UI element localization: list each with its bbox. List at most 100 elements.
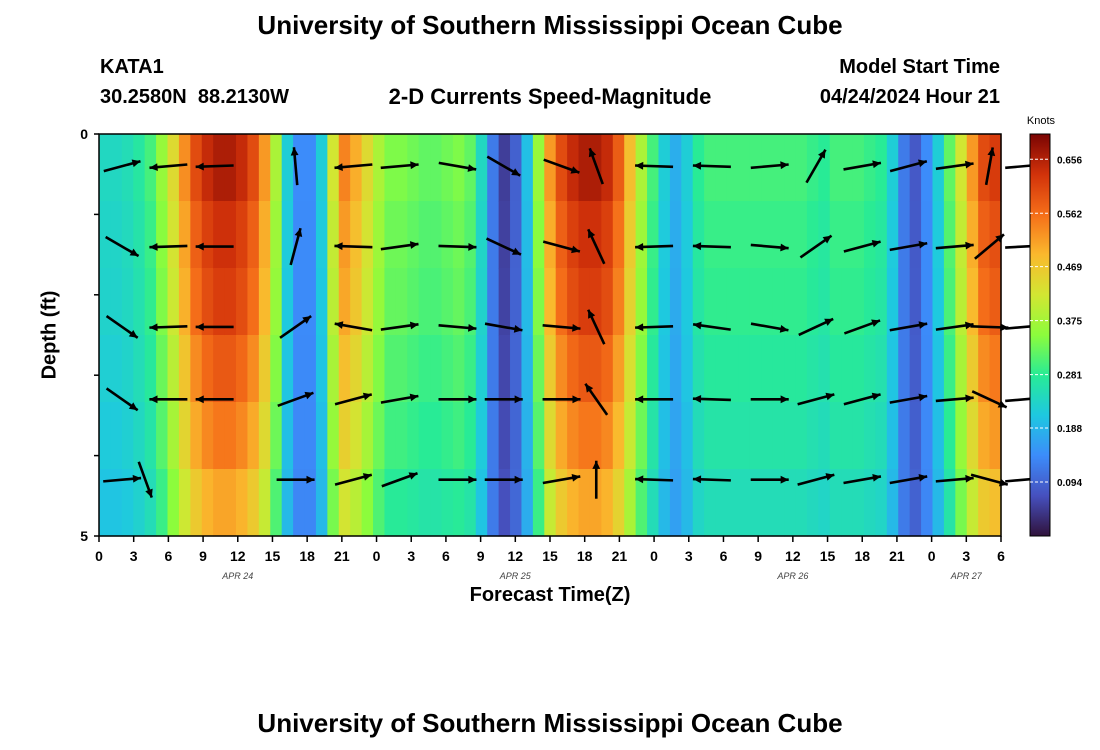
heatmap-cell	[121, 469, 134, 537]
heatmap-cell	[738, 268, 751, 336]
vector-head	[572, 395, 581, 404]
heatmap-cell	[898, 469, 911, 537]
heatmap-cell	[658, 402, 671, 470]
heatmap-cell	[418, 134, 431, 202]
heatmap-cell	[943, 335, 956, 403]
heatmap-cell	[841, 335, 854, 403]
heatmap-cell	[281, 201, 294, 269]
heatmap-cell	[761, 134, 774, 202]
heatmap-cell	[407, 268, 420, 336]
current-vector	[380, 161, 419, 170]
heatmap-cell	[726, 335, 739, 403]
heatmap-cell	[886, 469, 899, 537]
heatmap-cell	[761, 201, 774, 269]
heatmap-cell	[156, 402, 169, 470]
heatmap-cell	[167, 469, 180, 537]
current-vector	[935, 160, 974, 171]
current-vector	[588, 147, 604, 185]
heatmap-cell	[510, 201, 523, 269]
heatmap-cell	[669, 402, 682, 470]
heatmap-cell	[624, 268, 637, 336]
heatmap-cell	[784, 268, 797, 336]
current-vector	[584, 383, 609, 416]
current-vector	[438, 324, 477, 332]
current-vector	[137, 461, 153, 499]
vector-layer	[103, 147, 1044, 499]
current-vector	[334, 321, 373, 332]
heatmap-cell	[692, 469, 705, 537]
heatmap-cell	[361, 134, 374, 202]
heatmap-cell	[293, 402, 306, 470]
heatmap-cell	[452, 335, 465, 403]
heatmap-cell	[612, 268, 625, 336]
heatmap-cell	[624, 201, 637, 269]
heatmap-cell	[955, 201, 968, 269]
heatmap-cell	[692, 201, 705, 269]
heatmap-cell	[921, 335, 934, 403]
vector-head	[409, 241, 419, 249]
heatmap-cell	[647, 469, 660, 537]
vector-head	[132, 474, 142, 483]
vector-head	[334, 321, 344, 329]
heatmap-cell	[475, 134, 488, 202]
vector-head	[468, 475, 477, 484]
vector-head	[692, 161, 702, 170]
heatmap-cell	[430, 201, 443, 269]
heatmap-cell	[224, 268, 237, 336]
heatmap-cell	[852, 268, 865, 336]
vector-head	[195, 323, 204, 331]
heatmap-cell	[384, 469, 397, 537]
vector-head	[362, 473, 372, 481]
date-label: APR 25	[499, 571, 532, 581]
heatmap-cell	[886, 134, 899, 202]
heatmap-cell	[658, 268, 671, 336]
heatmap-cell	[612, 335, 625, 403]
heatmap-cell	[669, 335, 682, 403]
heatmap-cell	[213, 134, 226, 202]
heatmap-cell	[361, 201, 374, 269]
x-tick-label: 21	[889, 548, 905, 564]
vector-head	[872, 160, 881, 169]
current-vector	[750, 243, 789, 252]
heatmap-cell	[361, 268, 374, 336]
heatmap-cell	[418, 402, 431, 470]
heatmap-cell	[418, 335, 431, 403]
heatmap-cell	[704, 268, 717, 336]
heatmap-cell	[612, 402, 625, 470]
current-vector	[380, 393, 419, 404]
vector-head	[468, 395, 477, 404]
heatmap-cell	[144, 268, 157, 336]
current-vector	[935, 474, 974, 483]
heatmap-cell	[989, 201, 1002, 269]
current-vector	[635, 161, 674, 170]
heatmap-cell	[487, 134, 500, 202]
heatmap-cell	[841, 469, 854, 537]
heatmap-cell	[772, 268, 785, 336]
vector-head	[693, 321, 702, 330]
heatmap-cell	[624, 134, 637, 202]
heatmap-cell	[475, 469, 488, 537]
heatmap-cell	[498, 402, 511, 470]
heatmap-cell	[647, 268, 660, 336]
current-vector	[103, 159, 141, 173]
current-vector	[843, 392, 881, 406]
heatmap-cell	[201, 335, 214, 403]
current-vector	[105, 387, 139, 412]
heatmap-cell	[658, 201, 671, 269]
heatmap-cell	[909, 469, 922, 537]
heatmap-cell	[213, 402, 226, 470]
heatmap-cell	[498, 335, 511, 403]
heatmap-cell	[681, 134, 694, 202]
heatmap-cell	[818, 402, 831, 470]
vector-head	[149, 323, 158, 332]
current-vector	[592, 460, 601, 499]
vector-head	[592, 460, 601, 469]
current-vector	[380, 321, 419, 331]
vector-head	[304, 391, 314, 400]
current-vector	[889, 240, 928, 252]
heatmap-cell	[178, 469, 191, 537]
current-vector	[542, 395, 581, 404]
heatmap-cell	[829, 402, 842, 470]
x-tick-label: 0	[650, 548, 658, 564]
heatmap-cell	[99, 134, 112, 202]
